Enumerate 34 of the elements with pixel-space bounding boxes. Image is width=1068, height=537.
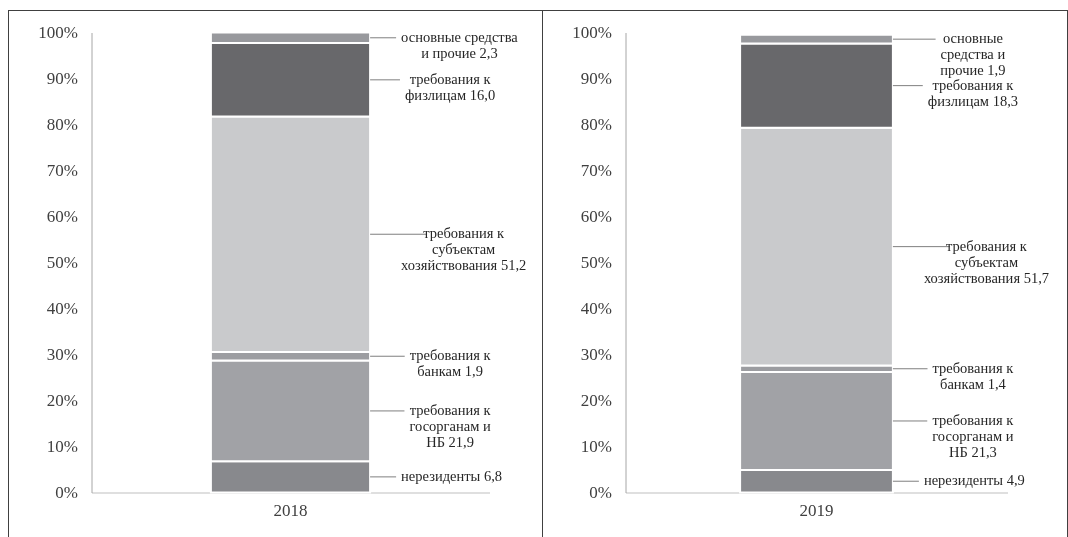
text: нерезиденты 6,8 <box>401 467 503 484</box>
text: нерезиденты 4,9 <box>923 472 1025 489</box>
x-tick-label: 2018 <box>273 501 308 520</box>
y-tick-label: 30% <box>46 345 78 365</box>
y-tick-label: 20% <box>46 391 78 411</box>
y-tick-label: 10% <box>580 437 612 456</box>
y-tick-label: 100% <box>572 23 612 42</box>
text: требования к госорганам и НБ 21,3 <box>932 411 1014 460</box>
text: требования к субъектам хозяйствования 51,2 <box>401 225 527 274</box>
y-tick-label: 70% <box>46 161 78 181</box>
y-tick-label: 50% <box>580 253 612 272</box>
y-tick-label: 20% <box>580 391 612 410</box>
text: требования к банкам 1,9 <box>409 347 491 380</box>
y-tick-label: 100% <box>38 23 78 43</box>
y-tick-label: 0% <box>55 483 78 502</box>
text: требования к физлицам 16,0 <box>404 70 496 103</box>
y-tick-label: 30% <box>580 345 612 364</box>
text: требования к банкам 1,4 <box>932 359 1014 392</box>
y-tick-label: 90% <box>46 69 78 89</box>
y-tick-label: 80% <box>46 115 78 135</box>
y-tick-label: 0% <box>589 483 612 502</box>
y-tick-label: 60% <box>580 207 612 226</box>
y-tick-label: 10% <box>46 437 78 457</box>
y-tick-label: 40% <box>46 299 78 319</box>
y-tick-label: 70% <box>580 161 612 180</box>
x-tick-label: 2019 <box>799 501 834 520</box>
text: требования к госорганам и НБ 21,9 <box>409 401 491 450</box>
y-tick-label: 90% <box>580 69 612 88</box>
y-tick-label: 80% <box>580 115 612 134</box>
y-tick-label: 60% <box>46 207 78 227</box>
y-tick-label: 40% <box>580 299 612 318</box>
text: требования к субъектам хозяйствования 51,7 <box>923 237 1050 286</box>
text: основные средства и прочие 2,3 <box>401 28 518 61</box>
y-tick-label: 50% <box>46 253 78 273</box>
